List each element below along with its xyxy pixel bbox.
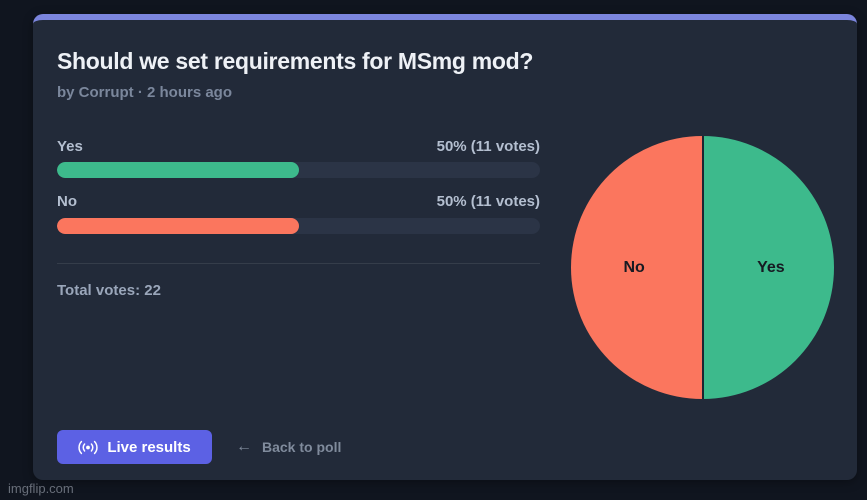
poll-byline: by Corrupt · 2 hours ago xyxy=(57,84,233,101)
option-row-yes: Yes 50% (11 votes) xyxy=(57,138,540,155)
live-broadcast-icon xyxy=(78,440,98,455)
poll-results-card: Should we set requirements for MSmg mod?… xyxy=(33,14,857,480)
progress-fill-no xyxy=(57,218,299,234)
live-results-button[interactable]: Live results xyxy=(57,430,212,464)
progress-fill-yes xyxy=(57,162,299,178)
back-to-poll-link[interactable]: ← Back to poll xyxy=(236,438,341,456)
section-divider xyxy=(57,263,540,264)
bottom-actions-row: Live results ← Back to poll xyxy=(57,430,341,464)
option-row-no: No 50% (11 votes) xyxy=(57,193,540,210)
back-arrow-icon: ← xyxy=(236,438,252,455)
pie-chart-wrap: No Yes xyxy=(571,136,834,399)
option-result-no: 50% (11 votes) xyxy=(436,193,540,210)
option-label-no: No xyxy=(57,193,77,210)
progress-bar-yes xyxy=(57,162,540,178)
option-result-yes: 50% (11 votes) xyxy=(436,138,540,155)
pie-chart: No Yes xyxy=(571,136,834,399)
total-votes: Total votes: 22 xyxy=(57,282,161,299)
live-results-label: Live results xyxy=(107,438,191,456)
option-label-yes: Yes xyxy=(57,138,83,155)
pie-label-yes: Yes xyxy=(757,258,785,276)
poll-title: Should we set requirements for MSmg mod? xyxy=(57,48,534,74)
pie-label-no: No xyxy=(623,258,645,276)
pie-slice-divider xyxy=(701,136,704,399)
imgflip-watermark: imgflip.com xyxy=(8,481,74,496)
progress-bar-no xyxy=(57,218,540,234)
back-to-poll-label: Back to poll xyxy=(262,439,342,455)
